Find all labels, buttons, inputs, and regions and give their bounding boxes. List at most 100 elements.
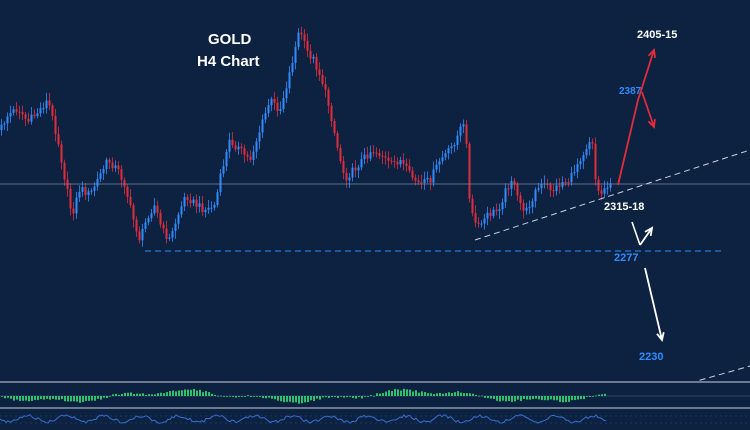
macd-histogram-bar: [604, 393, 606, 396]
candle-body: [111, 162, 114, 169]
macd-histogram-bar: [13, 396, 15, 401]
candle-body: [588, 142, 591, 150]
candle-body: [333, 121, 336, 134]
macd-histogram-bar: [406, 389, 408, 396]
macd-histogram-bar: [301, 396, 303, 404]
candle-body: [243, 148, 246, 155]
macd-histogram-bar: [577, 396, 579, 400]
macd-histogram-bar: [544, 396, 546, 401]
macd-histogram-bar: [148, 394, 150, 396]
macd-histogram-bar: [139, 393, 141, 396]
macd-histogram-bar: [298, 396, 300, 404]
macd-histogram-bar: [598, 394, 600, 396]
candle-body: [84, 186, 87, 196]
candle-body: [174, 223, 177, 231]
candle-body: [354, 167, 357, 171]
macd-histogram-bar: [595, 395, 597, 397]
macd-histogram-bar: [202, 392, 204, 396]
macd-histogram-bar: [295, 396, 297, 403]
macd-histogram-bar: [73, 396, 75, 402]
candle-body: [429, 177, 432, 183]
macd-histogram-bar: [142, 393, 144, 396]
macd-histogram-bar: [118, 394, 120, 396]
candle-body: [135, 219, 138, 232]
macd-histogram-bar: [538, 396, 540, 400]
candle-body: [492, 209, 495, 216]
macd-histogram-bar: [313, 396, 315, 402]
candle-body: [570, 172, 573, 183]
candle-body: [198, 203, 201, 207]
candle-body: [372, 152, 375, 154]
candle-body: [297, 32, 300, 47]
candle-body: [423, 179, 426, 183]
macd-histogram-bar: [16, 396, 18, 400]
candle-body: [267, 105, 270, 114]
macd-histogram-bar: [247, 395, 249, 397]
candle-body: [477, 222, 480, 224]
macd-histogram-bar: [1, 396, 3, 397]
candle-body: [336, 133, 339, 148]
candle-body: [381, 155, 384, 157]
macd-histogram-bar: [130, 392, 132, 396]
macd-histogram-bar: [463, 393, 465, 396]
candle-body: [435, 164, 438, 170]
candle-body: [51, 105, 54, 116]
macd-histogram-bar: [508, 396, 510, 402]
macd-histogram-bar: [169, 391, 171, 396]
macd-histogram-bar: [199, 389, 201, 396]
macd-histogram-bar: [268, 396, 270, 398]
red-arrow-target-shaft: [637, 49, 655, 101]
candle-body: [450, 146, 453, 149]
candle-body: [609, 183, 612, 188]
macd-histogram-bar: [493, 396, 495, 399]
macd-histogram-bar: [28, 396, 30, 402]
candle-body: [444, 153, 447, 158]
candle-body: [531, 201, 534, 208]
macd-histogram-bar: [439, 392, 441, 396]
macd-histogram-bar: [568, 396, 570, 402]
macd-histogram-bar: [178, 390, 180, 396]
candle-body: [519, 195, 522, 204]
macd-histogram-bar: [235, 396, 237, 398]
macd-histogram-bar: [559, 396, 561, 402]
macd-histogram-bar: [529, 396, 531, 400]
candle-body: [417, 180, 420, 183]
macd-histogram-bar: [292, 396, 294, 403]
macd-histogram-bar: [451, 393, 453, 396]
candle-body: [408, 165, 411, 171]
resistance-label: 2387: [619, 86, 642, 97]
candle-body: [18, 111, 21, 113]
macd-histogram-bar: [535, 396, 537, 399]
macd-histogram-bar: [460, 392, 462, 396]
candle-body: [468, 143, 471, 199]
macd-histogram-bar: [184, 389, 186, 396]
candle-body: [60, 144, 63, 163]
macd-histogram-bar: [592, 396, 594, 397]
candle-body: [228, 139, 231, 152]
macd-histogram-bar: [571, 396, 573, 401]
red-arrow-target-head: [647, 48, 657, 59]
macd-histogram-bar: [565, 396, 567, 403]
candle-body: [564, 181, 567, 183]
candle-body: [204, 210, 207, 213]
candle-body: [591, 142, 594, 144]
candle-body: [114, 165, 117, 169]
macd-histogram-bar: [61, 396, 63, 400]
macd-histogram-bar: [532, 396, 534, 400]
macd-histogram-bar: [94, 396, 96, 401]
candle-body: [189, 200, 192, 204]
candle-body: [387, 157, 390, 161]
macd-histogram-bar: [379, 393, 381, 396]
white-arrow-down-shaft: [644, 267, 663, 341]
macd-histogram-bar: [481, 395, 483, 397]
candle-body: [375, 152, 378, 154]
candle-body: [438, 161, 441, 165]
macd-histogram-bar: [526, 396, 528, 400]
candle-body: [321, 74, 324, 84]
candle-body: [351, 167, 354, 178]
candle-body: [3, 123, 6, 125]
macd-histogram-bar: [397, 389, 399, 396]
candle-body: [453, 144, 456, 147]
indicator-area: [0, 381, 750, 430]
macd-histogram-bar: [34, 396, 36, 400]
